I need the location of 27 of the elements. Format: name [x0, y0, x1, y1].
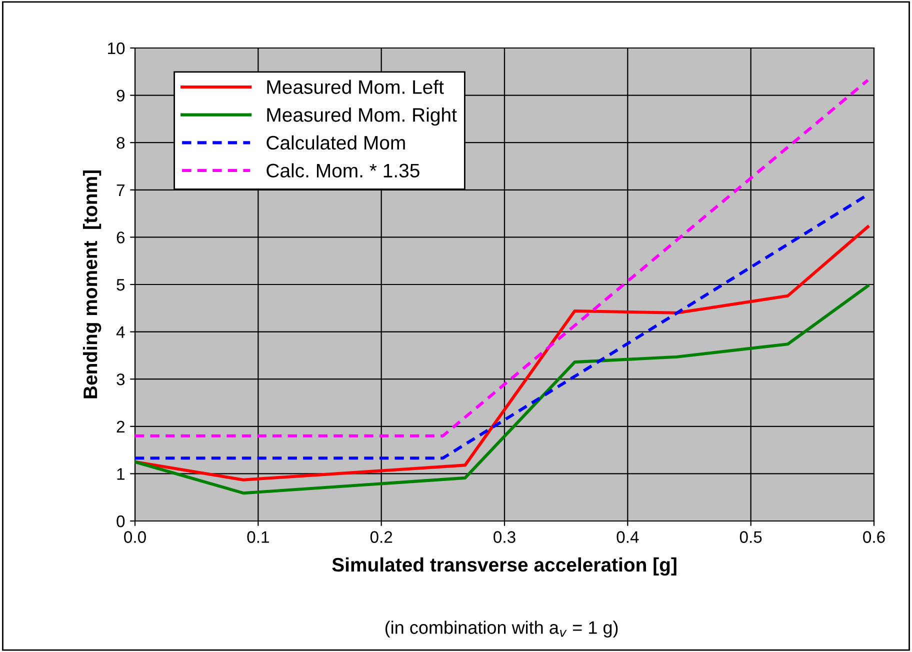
y-tick-label: 7 [116, 184, 124, 196]
legend-label: Calculated Mom [266, 135, 405, 150]
x-tick-label: 0.0 [124, 531, 146, 543]
y-tick-label: 9 [116, 90, 124, 102]
line-series [135, 225, 870, 482]
x-tick-label: 0.3 [494, 531, 516, 543]
x-tick-label: 0.2 [370, 531, 392, 543]
legend-label: Measured Mom. Left [267, 80, 444, 94]
y-tick-label: 3 [116, 374, 125, 386]
y-axis-title: Bending moment [tonm] [82, 170, 102, 398]
x-tick-label: 0.1 [247, 531, 269, 543]
x-tick-label: 0.4 [616, 531, 639, 543]
y-tick-label: 4 [116, 326, 125, 338]
y-tick-label: 2 [116, 420, 124, 432]
y-tick-label: 8 [116, 137, 125, 149]
text: (in combination with a$_{v}$ = 1 g) [385, 620, 618, 638]
x-tick-label: 0.6 [863, 531, 885, 543]
legend-label: Measured Mom. Right [267, 108, 457, 126]
y-tick-label: 10 [108, 42, 125, 54]
y-tick-label: 6 [116, 232, 125, 244]
y-tick-label: 1 [117, 468, 124, 480]
y-tick-label: 5 [116, 279, 125, 291]
line-series [135, 284, 870, 495]
x-axis-title: Simulated transverse acceleration [g] [332, 557, 676, 576]
y-tick-label: 0 [116, 515, 125, 528]
x-tick-label: 0.5 [740, 531, 762, 543]
legend-label: Calc. Mom. * 1.35 [266, 163, 420, 178]
